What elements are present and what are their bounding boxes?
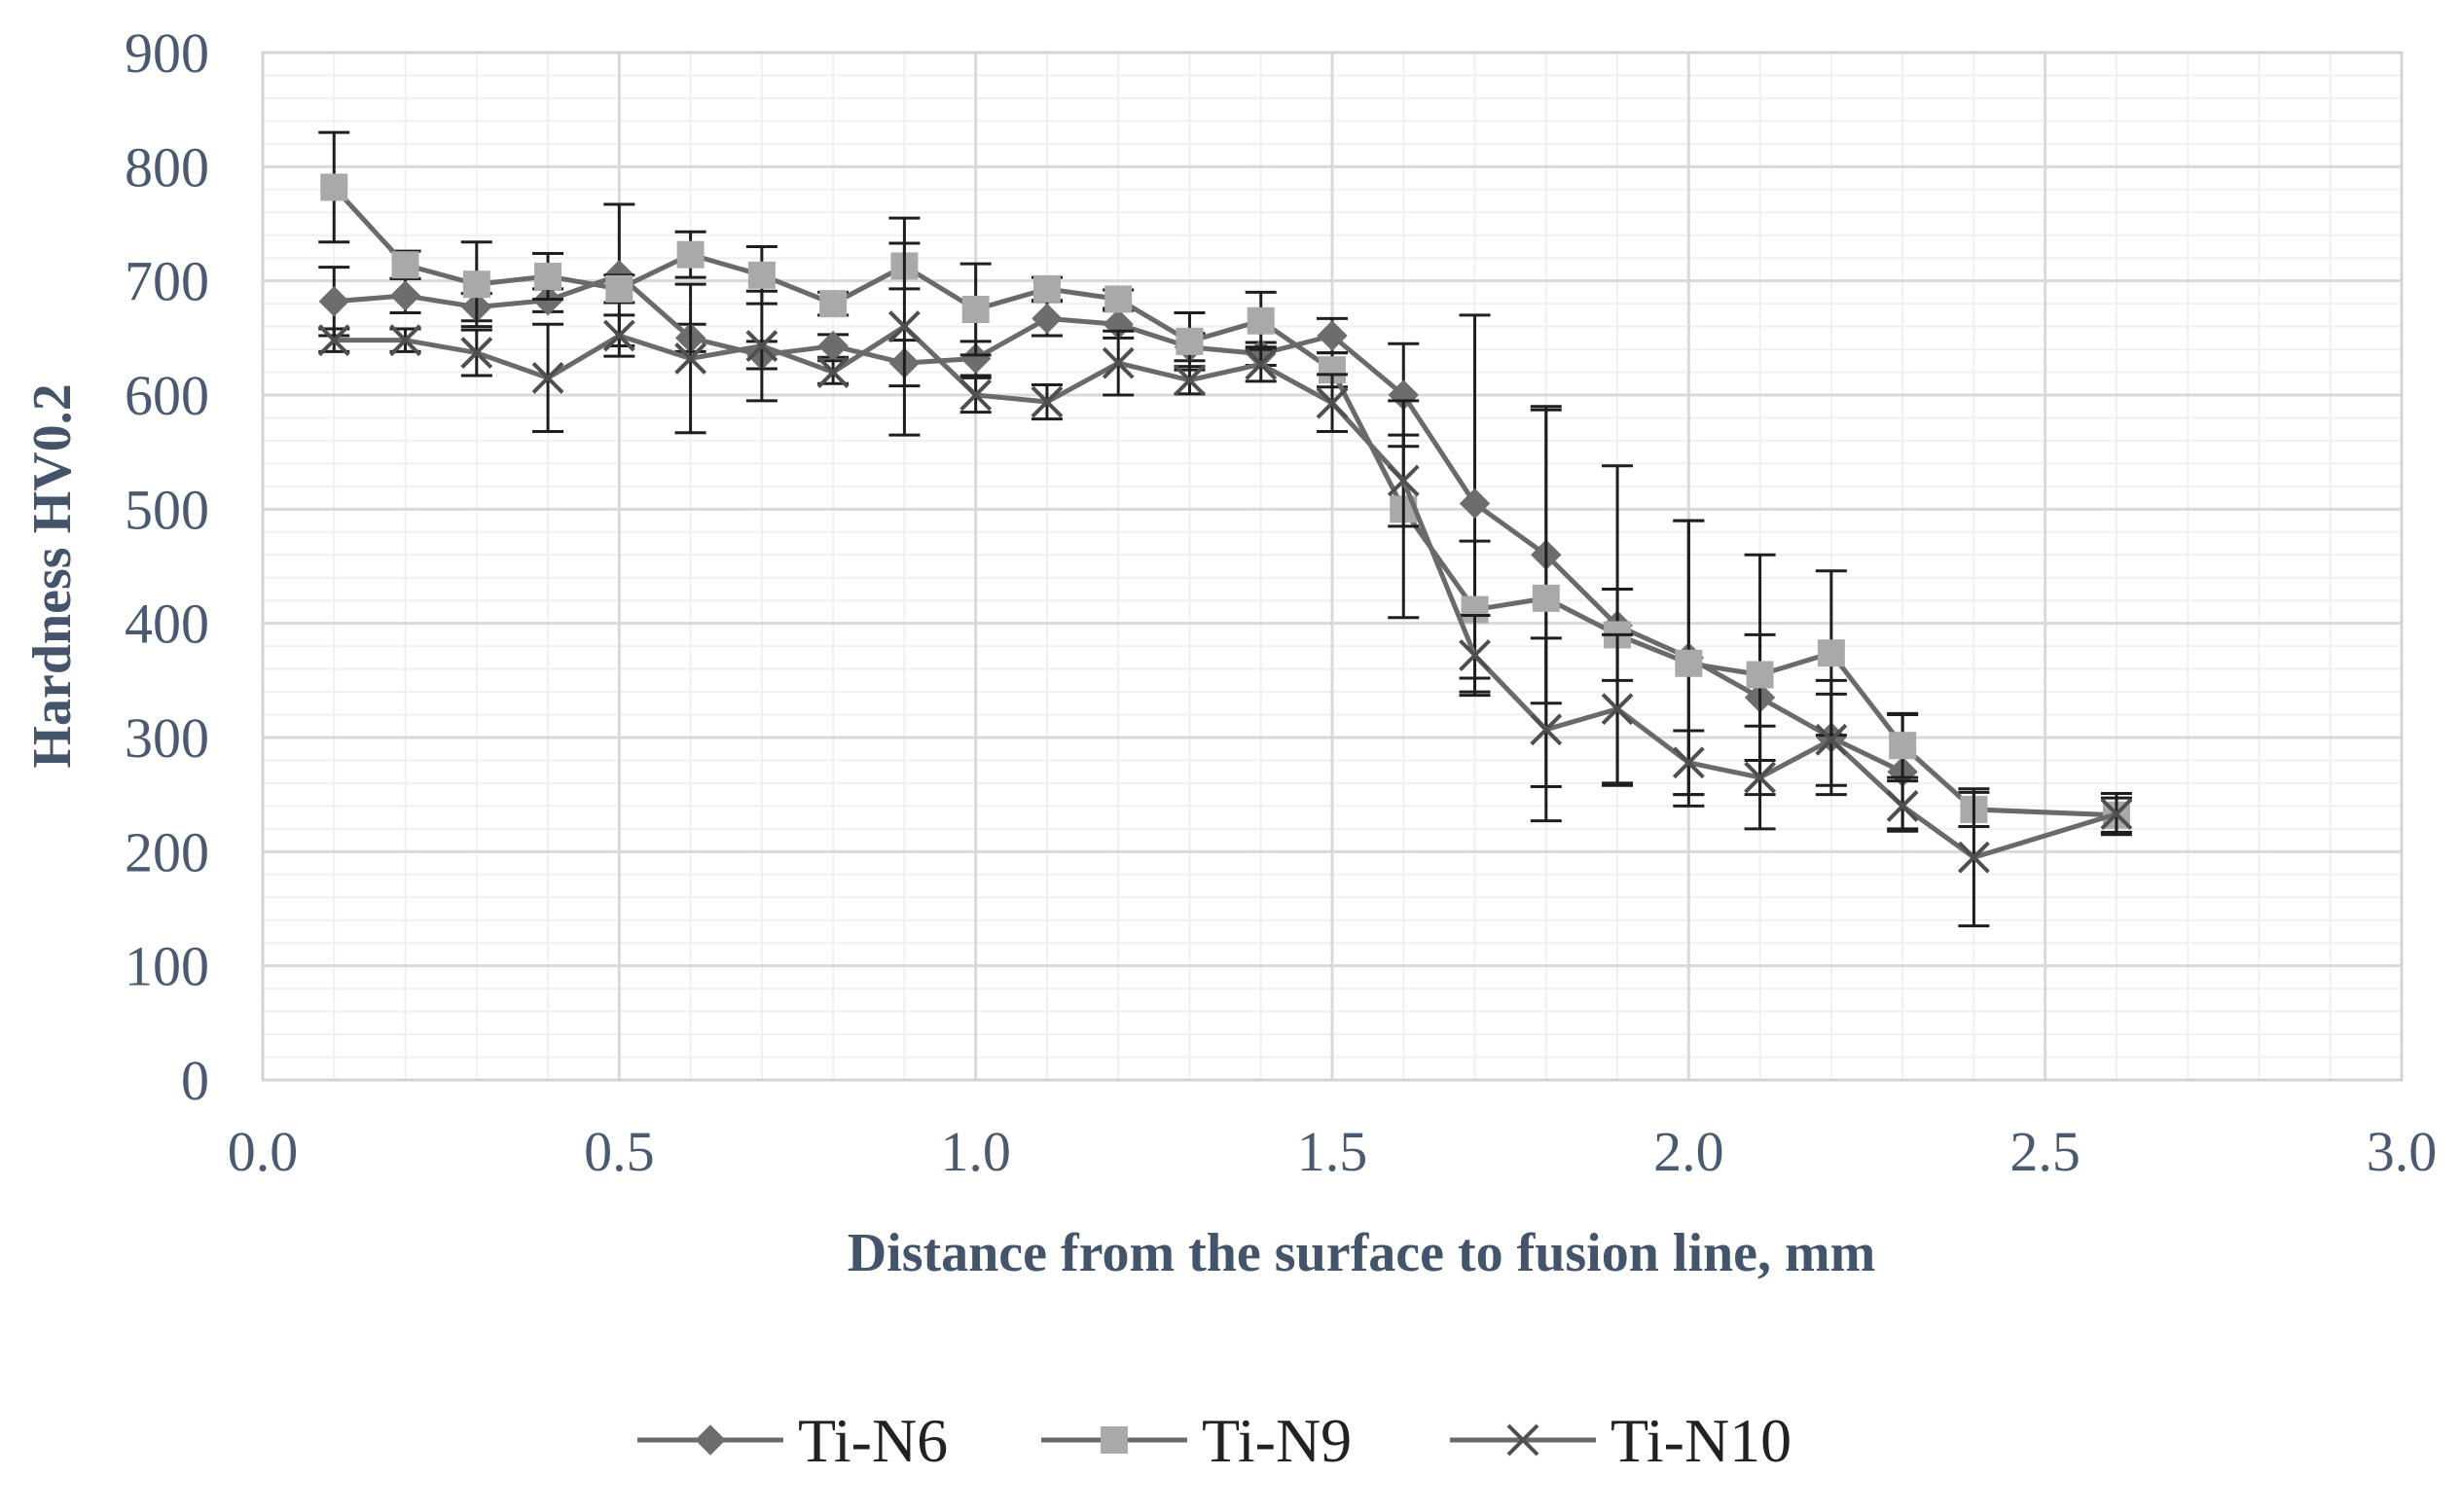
data-point xyxy=(1316,386,1349,419)
legend-label-ti-n6: Ti-N6 xyxy=(798,1406,948,1475)
y-tick-label: 900 xyxy=(125,21,209,85)
data-point xyxy=(1245,347,1278,380)
x-tick-label: 3.0 xyxy=(2367,1120,2438,1183)
data-point xyxy=(1601,693,1634,726)
data-point xyxy=(1817,639,1845,667)
legend-label-ti-n9: Ti-N9 xyxy=(1202,1406,1352,1475)
series-line-ti-n10 xyxy=(334,324,2117,860)
data-point xyxy=(605,274,633,303)
y-tick-label: 400 xyxy=(125,593,209,656)
legend-label-ti-n10: Ti-N10 xyxy=(1611,1406,1791,1475)
data-point xyxy=(1317,320,1348,351)
legend-marker-ti-n6 xyxy=(695,1424,726,1456)
data-point xyxy=(462,270,490,299)
data-point xyxy=(1031,385,1064,418)
data-point xyxy=(1886,789,1919,822)
data-point xyxy=(1459,487,1491,520)
legend-item-ti-n9: Ti-N9 xyxy=(1041,1406,1352,1475)
legend: Ti-N6 Ti-N9 Ti-N10 xyxy=(637,1406,1791,1475)
data-point xyxy=(1459,639,1491,671)
legend-item-ti-n10: Ti-N10 xyxy=(1450,1406,1791,1475)
data-point xyxy=(1247,306,1275,335)
x-tick-label: 0.5 xyxy=(584,1120,655,1183)
markers-ti-n9 xyxy=(320,173,2130,829)
data-point xyxy=(1744,761,1777,794)
error-bars-ti-n9 xyxy=(318,130,2132,834)
legend-marker-ti-n10 xyxy=(1506,1423,1539,1457)
data-point xyxy=(747,261,776,289)
error-bars-ti-n10 xyxy=(318,216,2132,928)
data-point xyxy=(959,378,993,412)
major-gridlines xyxy=(261,51,2404,1082)
series-layer xyxy=(317,130,2133,928)
data-point xyxy=(531,361,564,394)
legend-marker-ti-n9 xyxy=(1101,1426,1128,1454)
y-tick-label: 500 xyxy=(125,478,209,541)
data-point xyxy=(1672,746,1705,779)
y-axis-tick-labels: 0 100 200 300 400 500 600 700 800 900 xyxy=(125,21,209,1112)
x-tick-label: 2.5 xyxy=(2009,1120,2081,1183)
data-point xyxy=(1957,841,1990,874)
data-point xyxy=(1532,584,1560,612)
data-point xyxy=(460,337,493,370)
data-point xyxy=(2100,798,2133,831)
data-point xyxy=(391,251,419,279)
data-point xyxy=(389,324,421,357)
data-point xyxy=(887,310,921,343)
data-point xyxy=(1174,364,1206,397)
y-tick-label: 600 xyxy=(125,364,209,427)
x-tick-label: 1.5 xyxy=(1297,1120,1368,1183)
y-tick-label: 300 xyxy=(125,706,209,770)
x-axis-title: Distance from the surface to fusion line… xyxy=(848,1223,1876,1283)
x-tick-label: 0.0 xyxy=(228,1120,299,1183)
data-point xyxy=(1746,661,1774,689)
plot-area-border xyxy=(261,51,2404,1082)
legend-item-ti-n6: Ti-N6 xyxy=(637,1406,948,1475)
data-point xyxy=(1815,723,1848,756)
data-point xyxy=(1176,327,1204,355)
data-point xyxy=(1675,649,1703,677)
data-point xyxy=(1102,346,1135,379)
data-point xyxy=(816,356,850,388)
data-point xyxy=(674,342,707,375)
data-point xyxy=(1530,713,1563,746)
data-point xyxy=(1104,285,1133,313)
y-tick-label: 200 xyxy=(125,820,209,883)
data-point xyxy=(318,286,349,317)
data-point xyxy=(961,296,990,323)
data-point xyxy=(676,240,705,269)
data-point xyxy=(1031,303,1063,335)
data-point xyxy=(1387,464,1420,497)
data-point xyxy=(1889,732,1917,760)
series-ti-n10 xyxy=(317,216,2133,928)
data-point xyxy=(602,319,635,352)
data-point xyxy=(819,290,848,318)
markers-ti-n10 xyxy=(317,310,2133,874)
data-point xyxy=(320,173,348,201)
y-tick-label: 700 xyxy=(125,250,209,313)
data-point xyxy=(389,280,421,311)
data-point xyxy=(745,330,778,362)
data-point xyxy=(317,324,350,357)
y-tick-label: 0 xyxy=(181,1049,209,1112)
x-tick-label: 1.0 xyxy=(940,1120,1011,1183)
y-tick-label: 800 xyxy=(125,135,209,198)
series-ti-n9 xyxy=(318,130,2132,834)
x-axis-tick-labels: 0.0 0.5 1.0 1.5 2.0 2.5 3.0 xyxy=(228,1120,2438,1183)
data-point xyxy=(534,262,562,290)
data-point xyxy=(1032,274,1061,303)
x-tick-label: 2.0 xyxy=(1653,1120,1724,1183)
y-axis-title: Hardness HV0.2 xyxy=(22,383,83,768)
y-tick-label: 100 xyxy=(125,935,209,998)
